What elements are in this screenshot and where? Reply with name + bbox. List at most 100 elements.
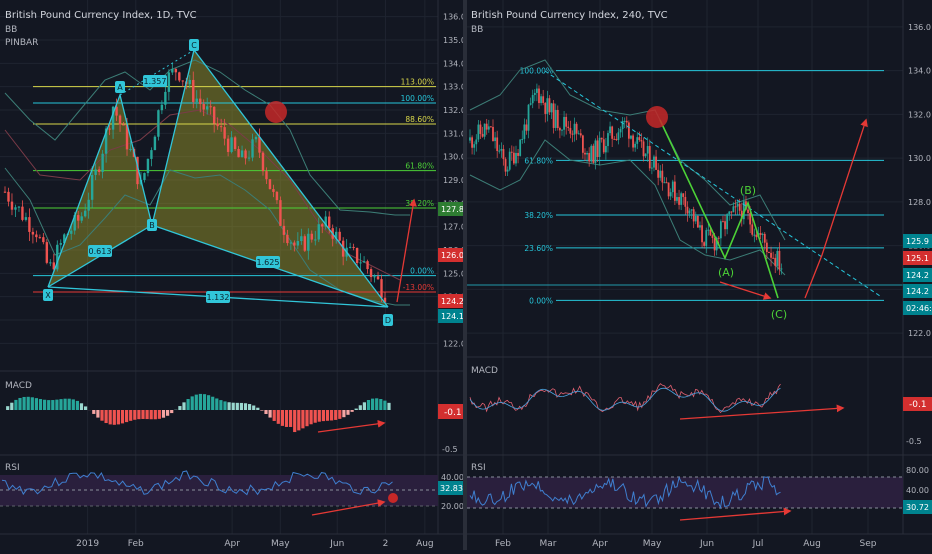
right-candle-body xyxy=(572,134,574,135)
pattern-point-label: A xyxy=(117,83,123,92)
right-candle-body xyxy=(720,221,722,238)
right-price-tag-text: 125.9 xyxy=(906,237,929,246)
left-candle-body xyxy=(272,189,274,192)
left-macd-bar xyxy=(322,410,325,421)
pattern-ratio-label: 1.357 xyxy=(144,77,167,86)
right-price-tick: 128.0 xyxy=(908,198,931,207)
right-candle-body xyxy=(507,170,509,172)
right-candle-body xyxy=(569,128,571,134)
left-candle-body xyxy=(262,153,264,171)
left-macd-bar xyxy=(281,410,284,426)
right-chart-panel[interactable]: 100.00%61.80%38.20%23.60%0.00% (A)(B)(C)… xyxy=(467,0,932,550)
left-macd-bar xyxy=(6,406,9,410)
right-candle-body xyxy=(534,93,536,95)
right-candle-body xyxy=(551,103,553,112)
pattern-point-label: X xyxy=(45,291,51,300)
left-indicator-pinbar: PINBAR xyxy=(5,38,38,48)
left-candle-body xyxy=(206,106,208,109)
right-candle-body xyxy=(670,192,672,196)
left-macd-bar xyxy=(125,410,128,422)
right-candle-body xyxy=(774,258,776,266)
left-macd-bar xyxy=(277,410,280,424)
left-macd-bar xyxy=(305,410,308,426)
right-candle-body xyxy=(735,206,737,207)
left-macd-bar xyxy=(342,410,345,417)
right-candle-body xyxy=(638,137,640,140)
right-candle-body xyxy=(781,268,783,269)
left-macd-bar xyxy=(129,410,132,421)
left-candle-body xyxy=(46,242,48,263)
left-macd-bar xyxy=(326,410,329,421)
left-macd-bar xyxy=(72,399,75,410)
left-macd-bar xyxy=(379,399,382,410)
left-candle-body xyxy=(314,239,316,240)
left-price-tick: 125.0 xyxy=(443,269,466,278)
left-candle-body xyxy=(203,104,205,109)
left-chart-panel[interactable]: 113.00%100.00%88.60%61.80%38.20%0.00%-13… xyxy=(0,0,466,550)
left-macd-bar xyxy=(248,404,251,410)
right-time-tick: Feb xyxy=(495,539,511,549)
right-candle-body xyxy=(753,235,755,236)
left-candle-body xyxy=(178,72,180,80)
left-price-tick: 134.0 xyxy=(443,59,466,68)
right-candle-body xyxy=(588,153,590,161)
left-macd-bar xyxy=(166,410,169,416)
right-candle-body xyxy=(605,146,607,152)
right-candle-body xyxy=(705,230,707,246)
left-candle-body xyxy=(370,269,372,277)
left-price-tick: 131.0 xyxy=(443,129,466,138)
right-candle-body xyxy=(756,235,758,237)
right-candle-body xyxy=(509,152,511,170)
left-macd-bar xyxy=(289,410,292,427)
left-macd-bar xyxy=(195,395,198,410)
left-macd-bar xyxy=(31,397,34,410)
right-candle-body xyxy=(762,234,764,235)
left-candle-body xyxy=(7,192,9,202)
right-candle-body xyxy=(611,127,613,139)
left-macd-bar xyxy=(68,399,71,410)
right-candle-body xyxy=(565,117,567,127)
right-candle-body xyxy=(749,213,751,224)
left-macd-bar xyxy=(55,400,58,410)
right-candle-body xyxy=(586,153,588,154)
right-candle-body xyxy=(701,225,703,242)
right-time-tick: May xyxy=(643,539,662,549)
left-macd-bar xyxy=(363,402,366,410)
left-candle-body xyxy=(380,279,382,298)
right-candle-body xyxy=(505,159,507,172)
left-candle-body xyxy=(311,234,313,240)
left-macd-bar xyxy=(383,401,386,410)
left-macd-bar xyxy=(256,408,259,410)
right-candle-body xyxy=(676,197,678,201)
right-reversal-circle xyxy=(646,106,668,128)
right-candle-body xyxy=(584,153,586,155)
left-candle-body xyxy=(338,232,340,241)
right-candle-body xyxy=(672,182,674,193)
right-candle-body xyxy=(546,98,548,114)
left-candle-body xyxy=(293,243,295,246)
left-macd-bar xyxy=(273,410,276,421)
left-macd-bar xyxy=(359,405,362,410)
left-macd-bar xyxy=(133,410,136,420)
left-candle-body xyxy=(255,137,257,139)
left-macd-bar xyxy=(92,410,95,414)
left-candle-body xyxy=(377,276,379,279)
pattern-point-label: B xyxy=(149,221,155,230)
left-macd-bar xyxy=(146,410,149,419)
right-candle-body xyxy=(513,153,515,164)
left-fib-label: 0.00% xyxy=(410,267,434,276)
right-candle-body xyxy=(480,125,482,134)
left-macd-bar xyxy=(371,399,374,410)
right-candle-body xyxy=(561,130,563,131)
left-candle-body xyxy=(182,80,184,81)
right-candle-body xyxy=(653,157,655,168)
left-candle-body xyxy=(248,158,250,159)
left-candle-body xyxy=(373,276,375,277)
left-macd-bar xyxy=(35,398,38,410)
right-candle-body xyxy=(555,110,557,128)
right-candle-body xyxy=(645,154,647,157)
panel-divider[interactable] xyxy=(463,0,467,550)
left-macd-bar xyxy=(182,402,185,410)
